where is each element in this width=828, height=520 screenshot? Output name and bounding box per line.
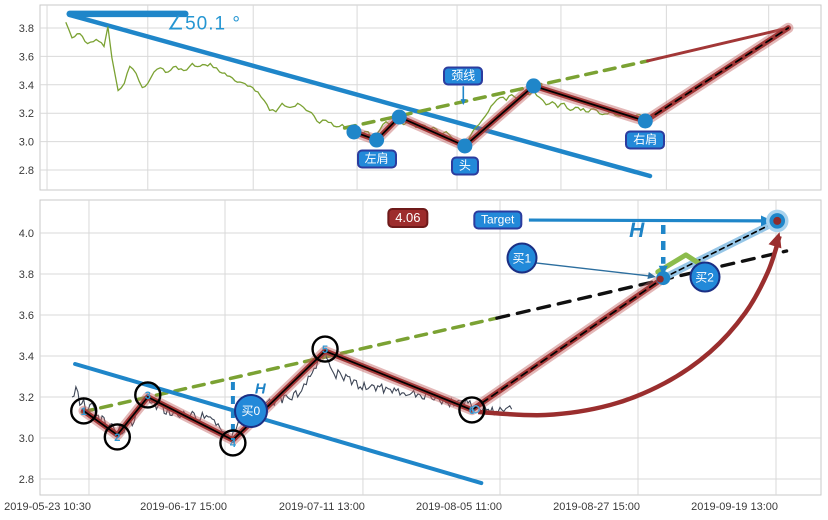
- ytick-label: 3.8: [19, 23, 34, 35]
- pivot-ring: [311, 335, 339, 363]
- pivot-dot: [637, 113, 653, 129]
- pivot-number: 5: [322, 344, 328, 356]
- ytick-label: 3.8: [19, 269, 34, 281]
- panel-1: [39, 199, 822, 496]
- pivot-number: 2: [114, 432, 120, 444]
- target-price-badge: 4.06: [387, 208, 429, 229]
- pivot-dot: [391, 109, 407, 125]
- ytick-label: 2.8: [19, 474, 34, 486]
- ytick-label: 3.6: [19, 51, 34, 63]
- right-shoulder-label: 右肩: [625, 130, 666, 150]
- ytick-label: 4.0: [19, 228, 34, 240]
- pivot-ring: [103, 423, 132, 451]
- angle-annotation: ∠50.1 °: [167, 13, 241, 35]
- pivot-number: 3: [145, 390, 151, 402]
- panel-0: [39, 4, 822, 191]
- pivot-dot: [346, 124, 362, 140]
- neckline-label: 颈线: [443, 66, 484, 86]
- ytick-label: 2.8: [19, 165, 34, 177]
- xtick-label: 2019-05-23 10:30: [4, 501, 91, 513]
- height-measure-large: H: [629, 218, 645, 242]
- xtick-label: 2019-07-11 13:00: [279, 501, 365, 513]
- pivot-dot: [526, 78, 542, 94]
- pivot-number: 4: [230, 438, 237, 450]
- buy1-marker: 买1: [506, 242, 538, 274]
- ytick-label: 3.2: [19, 392, 34, 404]
- projection-curve: [478, 235, 782, 418]
- pivot-dot: [457, 138, 473, 154]
- ytick-label: 3.4: [19, 351, 34, 363]
- xtick-label: 2019-08-05 11:00: [416, 501, 502, 513]
- ytick-label: 3.4: [19, 80, 34, 92]
- pivot-ring: [134, 381, 162, 409]
- ytick-label: 3.0: [19, 433, 34, 445]
- pivot-dot: [369, 132, 385, 148]
- pivot-ring: [458, 396, 486, 424]
- left-shoulder-label: 左肩: [356, 149, 397, 169]
- pivot-ring: [219, 429, 247, 457]
- pivot-ring: [70, 397, 98, 425]
- buy0-marker: 买0: [233, 393, 268, 428]
- height-measure-small: H: [254, 380, 266, 398]
- ytick-label: 3.0: [19, 137, 34, 149]
- xtick-label: 2019-08-27 15:00: [553, 501, 640, 513]
- head-label: 头: [450, 156, 479, 176]
- xtick-label: 2019-06-17 15:00: [140, 501, 227, 513]
- ytick-label: 3.6: [19, 310, 34, 322]
- target-arrow: [528, 218, 764, 223]
- ytick-label: 3.2: [19, 108, 34, 120]
- target-label: Target: [472, 210, 523, 230]
- buy1-arrow: [535, 262, 651, 277]
- xtick-label: 2019-09-19 13:00: [691, 501, 778, 513]
- pivot-number: 1: [81, 406, 87, 418]
- buy2-marker: 买2: [689, 261, 721, 293]
